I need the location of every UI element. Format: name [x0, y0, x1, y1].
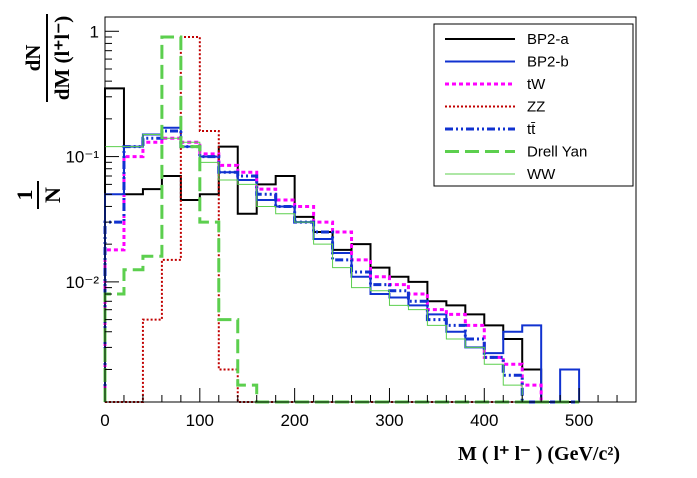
series-line-4: [103, 129, 580, 404]
x-tick-label: 500: [565, 411, 593, 430]
x-tick-label: 300: [375, 411, 403, 430]
x-tick-label: 400: [470, 411, 498, 430]
series-line-6: [104, 134, 580, 403]
legend-entry-label: tt̄: [527, 121, 536, 138]
y-axis-label: 1 N: [12, 181, 65, 209]
legend-entry-label: ZZ: [527, 99, 545, 116]
y-label-denominator: dM (l⁺l⁻): [50, 16, 74, 101]
y-tick-label: 1: [90, 22, 99, 41]
x-axis-label: M ( l⁺ l⁻ ) (GeV/c²): [458, 443, 620, 465]
x-tick-label: 0: [100, 411, 109, 430]
y-label-factor-num: 1: [12, 190, 37, 201]
y-tick-label: 10⁻²: [65, 273, 99, 292]
y-label-numerator: dN: [21, 45, 45, 72]
y-label-factor-den: N: [40, 187, 65, 203]
x-axis: 0 100 200 300 400 500: [100, 388, 637, 430]
legend-entry-label: Drell Yan: [527, 144, 587, 161]
legend-entry-label: WW: [527, 166, 556, 183]
y-axis: 1 10⁻¹ 10⁻²: [65, 22, 119, 370]
legend-entry-label: tW: [527, 76, 546, 93]
legend-entry-label: BP2-a: [527, 31, 569, 48]
legend-box: [433, 23, 634, 187]
x-tick-label: 100: [186, 411, 214, 430]
y-axis-label-fraction: dN dM (l⁺l⁻): [21, 14, 74, 102]
legend-entry-label: BP2-b: [527, 54, 569, 71]
legend: BP2-a BP2-b tW ZZ tt̄ Drell Yan WW: [433, 23, 634, 187]
y-tick-label: 10⁻¹: [65, 148, 99, 167]
x-tick-label: 200: [280, 411, 308, 430]
legend-entries: BP2-a BP2-b tW ZZ tt̄ Drell Yan WW: [445, 31, 587, 183]
